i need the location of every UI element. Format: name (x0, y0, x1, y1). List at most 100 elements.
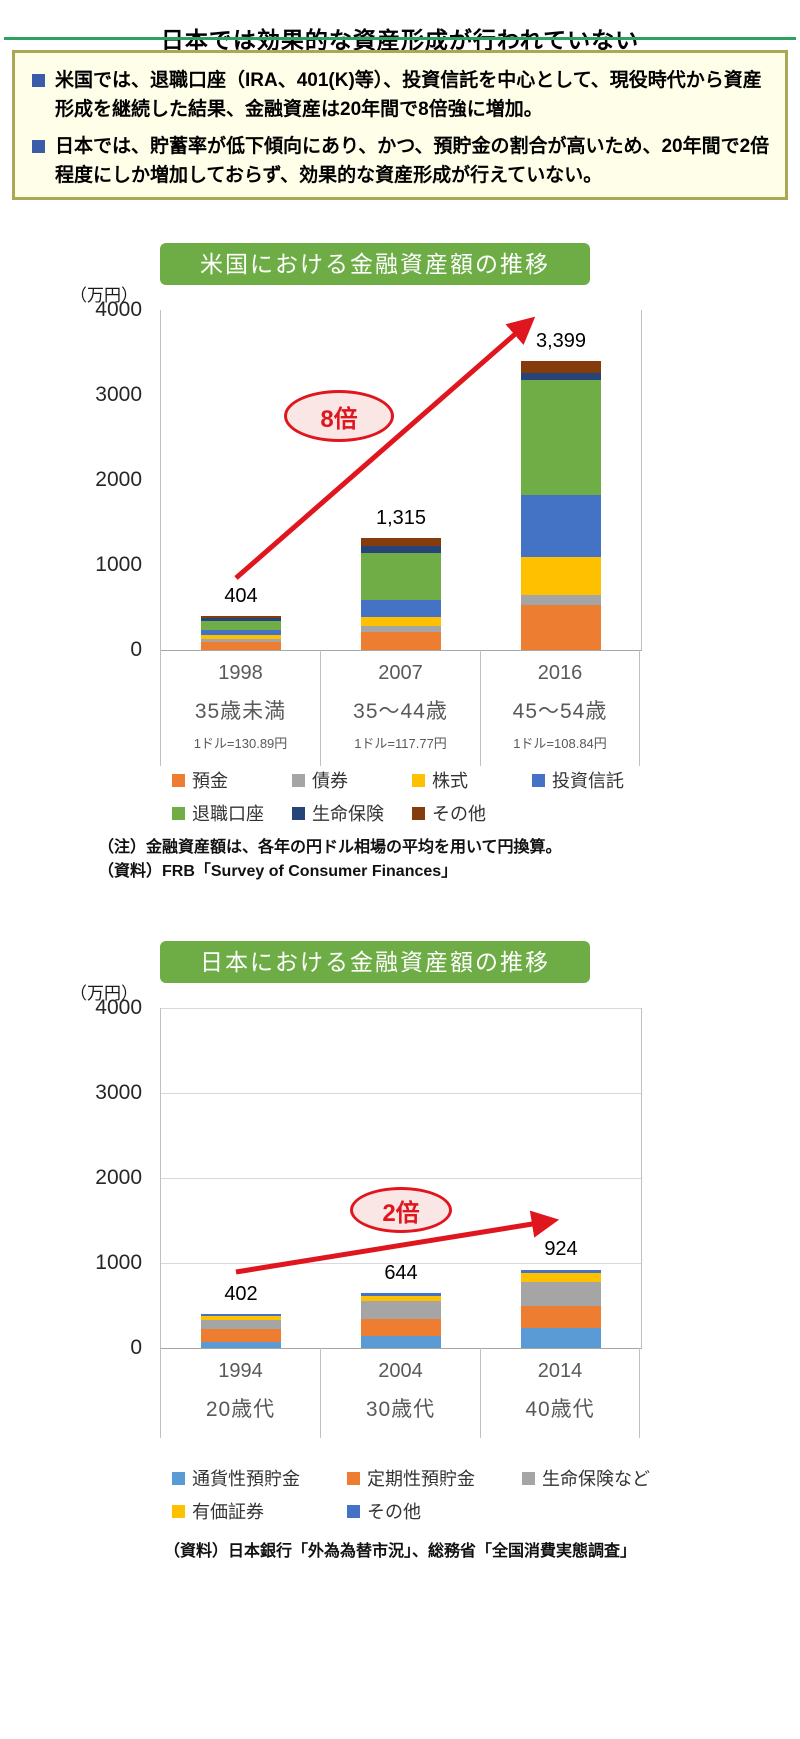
y-tick-label: 2000 (95, 468, 142, 491)
stacked-bar (521, 1269, 601, 1348)
legend-label: 債券 (312, 771, 348, 791)
legend-swatch-icon (347, 1471, 360, 1485)
legend-label: 定期性預貯金 (367, 1469, 475, 1489)
legend-item: 通貨性預貯金 (172, 1465, 347, 1491)
x-year-label: 1998 (218, 662, 263, 684)
legend-item: 有価証券 (172, 1498, 347, 1524)
x-exchange-rate-label: 1ドル=108.84円 (513, 736, 607, 751)
y-tick-label: 0 (130, 638, 142, 661)
legend-label: 通貨性預貯金 (192, 1469, 300, 1489)
y-tick-label: 3000 (95, 383, 142, 406)
bar-segment (521, 380, 601, 496)
bar-segment (521, 605, 601, 650)
note-line: （注）金融資産額は、各年の円ドル相場の平均を用いて円換算。 (98, 839, 562, 856)
legend-swatch-icon (172, 773, 185, 787)
legend-swatch-icon (347, 1504, 360, 1518)
bar-total-label: 1,315 (375, 507, 427, 530)
legend-row: 通貨性預貯金 定期性預貯金 生命保険など (172, 1465, 732, 1491)
legend-item: その他 (347, 1498, 522, 1524)
bar-segment (521, 495, 601, 558)
bar-segment (521, 557, 601, 596)
plot-area: 2倍 402 644 924 (160, 1008, 642, 1349)
x-category-cell: 1994 20歳代 (160, 1348, 320, 1438)
y-tick-label: 4000 (95, 298, 142, 321)
legend-label: 投資信託 (552, 771, 624, 791)
legend-row: 退職口座 生命保険 その他 (172, 800, 732, 826)
y-axis-unit-label: （万円） (70, 984, 138, 1003)
x-category-cell: 2016 45～54歳 1ドル=108.84円 (480, 650, 640, 766)
bullet-square-icon (32, 139, 45, 153)
legend-swatch-icon (292, 773, 305, 787)
bar-segment (361, 625, 441, 632)
legend-swatch-icon (172, 1504, 185, 1518)
bar-segment (361, 538, 441, 546)
growth-multiple-text: 2倍 (382, 1199, 420, 1227)
bar-segment (361, 1293, 441, 1297)
note-line: （資料）FRB「Survey of Consumer Finances」 (98, 862, 458, 880)
chart-title-badge: 米国における金融資産額の推移 (160, 243, 590, 285)
x-age-label: 40歳代 (525, 1398, 595, 1421)
bar-segment (361, 616, 441, 626)
bar-segment (201, 641, 281, 650)
summary-bullet: 日本では、貯蓄率が低下傾向にあり、かつ、預貯金の割合が高いため、20年間で2倍程… (29, 132, 771, 191)
legend-swatch-icon (522, 1471, 535, 1485)
growth-arrow (234, 316, 536, 580)
legend-item: 生命保険 (292, 800, 412, 826)
x-year-label: 2016 (537, 662, 583, 684)
legend-label: 生命保険など (542, 1469, 650, 1489)
stacked-bar (521, 361, 601, 650)
x-exchange-rate-label: 1ドル=117.77円 (354, 736, 447, 751)
legend-swatch-icon (412, 806, 425, 820)
legend-item: その他 (412, 800, 532, 826)
legend-swatch-icon (172, 1471, 185, 1485)
legend-item: 債券 (292, 767, 412, 793)
bar-segment (361, 599, 441, 617)
bar-segment (361, 1296, 441, 1302)
bar-segment (521, 1282, 601, 1307)
growth-multiple-annotation: 2倍 (350, 1187, 452, 1233)
bar-segment (201, 617, 281, 621)
bar-segment (361, 1301, 441, 1320)
summary-bullet-text: 米国では、退職口座（IRA、401(K)等）、投資信託を中心として、現役時代から… (55, 70, 762, 121)
legend-label: 退職口座 (192, 804, 264, 824)
x-year-label: 2004 (378, 1360, 423, 1382)
bar-column: 924 (481, 1008, 641, 1348)
legend-label: 株式 (432, 771, 468, 791)
stacked-bar (361, 1293, 441, 1348)
legend-item: 生命保険など (522, 1465, 697, 1491)
stacked-bar (201, 615, 281, 650)
bar-column: 644 (321, 1008, 481, 1348)
bar-segment (201, 1341, 281, 1348)
plot-area: 8倍 404 1,315 3,399 (160, 310, 642, 651)
y-tick-label: 2000 (95, 1166, 142, 1189)
gridline (161, 1093, 641, 1094)
stacked-bar (361, 538, 441, 650)
x-category-cell: 1998 35歳未満 1ドル=130.89円 (160, 650, 320, 766)
bar-segment (201, 1313, 281, 1316)
bar-column: 402 (161, 1008, 321, 1348)
gridline (161, 1008, 641, 1009)
x-category-cell: 2014 40歳代 (480, 1348, 640, 1438)
bar-segment (201, 1319, 281, 1329)
summary-box: 米国では、退職口座（IRA、401(K)等）、投資信託を中心として、現役時代から… (12, 50, 788, 200)
bar-segment (201, 629, 281, 635)
legend-swatch-icon (172, 806, 185, 820)
bar-column: 404 (161, 310, 321, 650)
bar-segment (521, 595, 601, 606)
y-tick-label: 0 (130, 1336, 142, 1359)
legend: 通貨性預貯金 定期性預貯金 生命保険など有価証券 その他 (172, 1465, 732, 1531)
bar-segment (521, 1273, 601, 1283)
bar-segment (201, 620, 281, 630)
bar-total-label: 924 (544, 1238, 578, 1261)
x-exchange-rate-label: 1ドル=130.89円 (193, 736, 288, 751)
stacked-bar (201, 1313, 281, 1348)
chart-notes: （資料）日本銀行「外為為替市況」、総務省「全国消費実態調査」 (0, 1541, 800, 1565)
gridline (161, 1178, 641, 1179)
x-category-cell: 2007 35～44歳 1ドル=117.77円 (320, 650, 480, 766)
chart-title-badge: 日本における金融資産額の推移 (160, 941, 590, 983)
bar-segment (521, 1328, 601, 1348)
bar-column: 3,399 (481, 310, 641, 650)
bar-segment (521, 1269, 601, 1274)
legend-label: その他 (432, 804, 486, 824)
